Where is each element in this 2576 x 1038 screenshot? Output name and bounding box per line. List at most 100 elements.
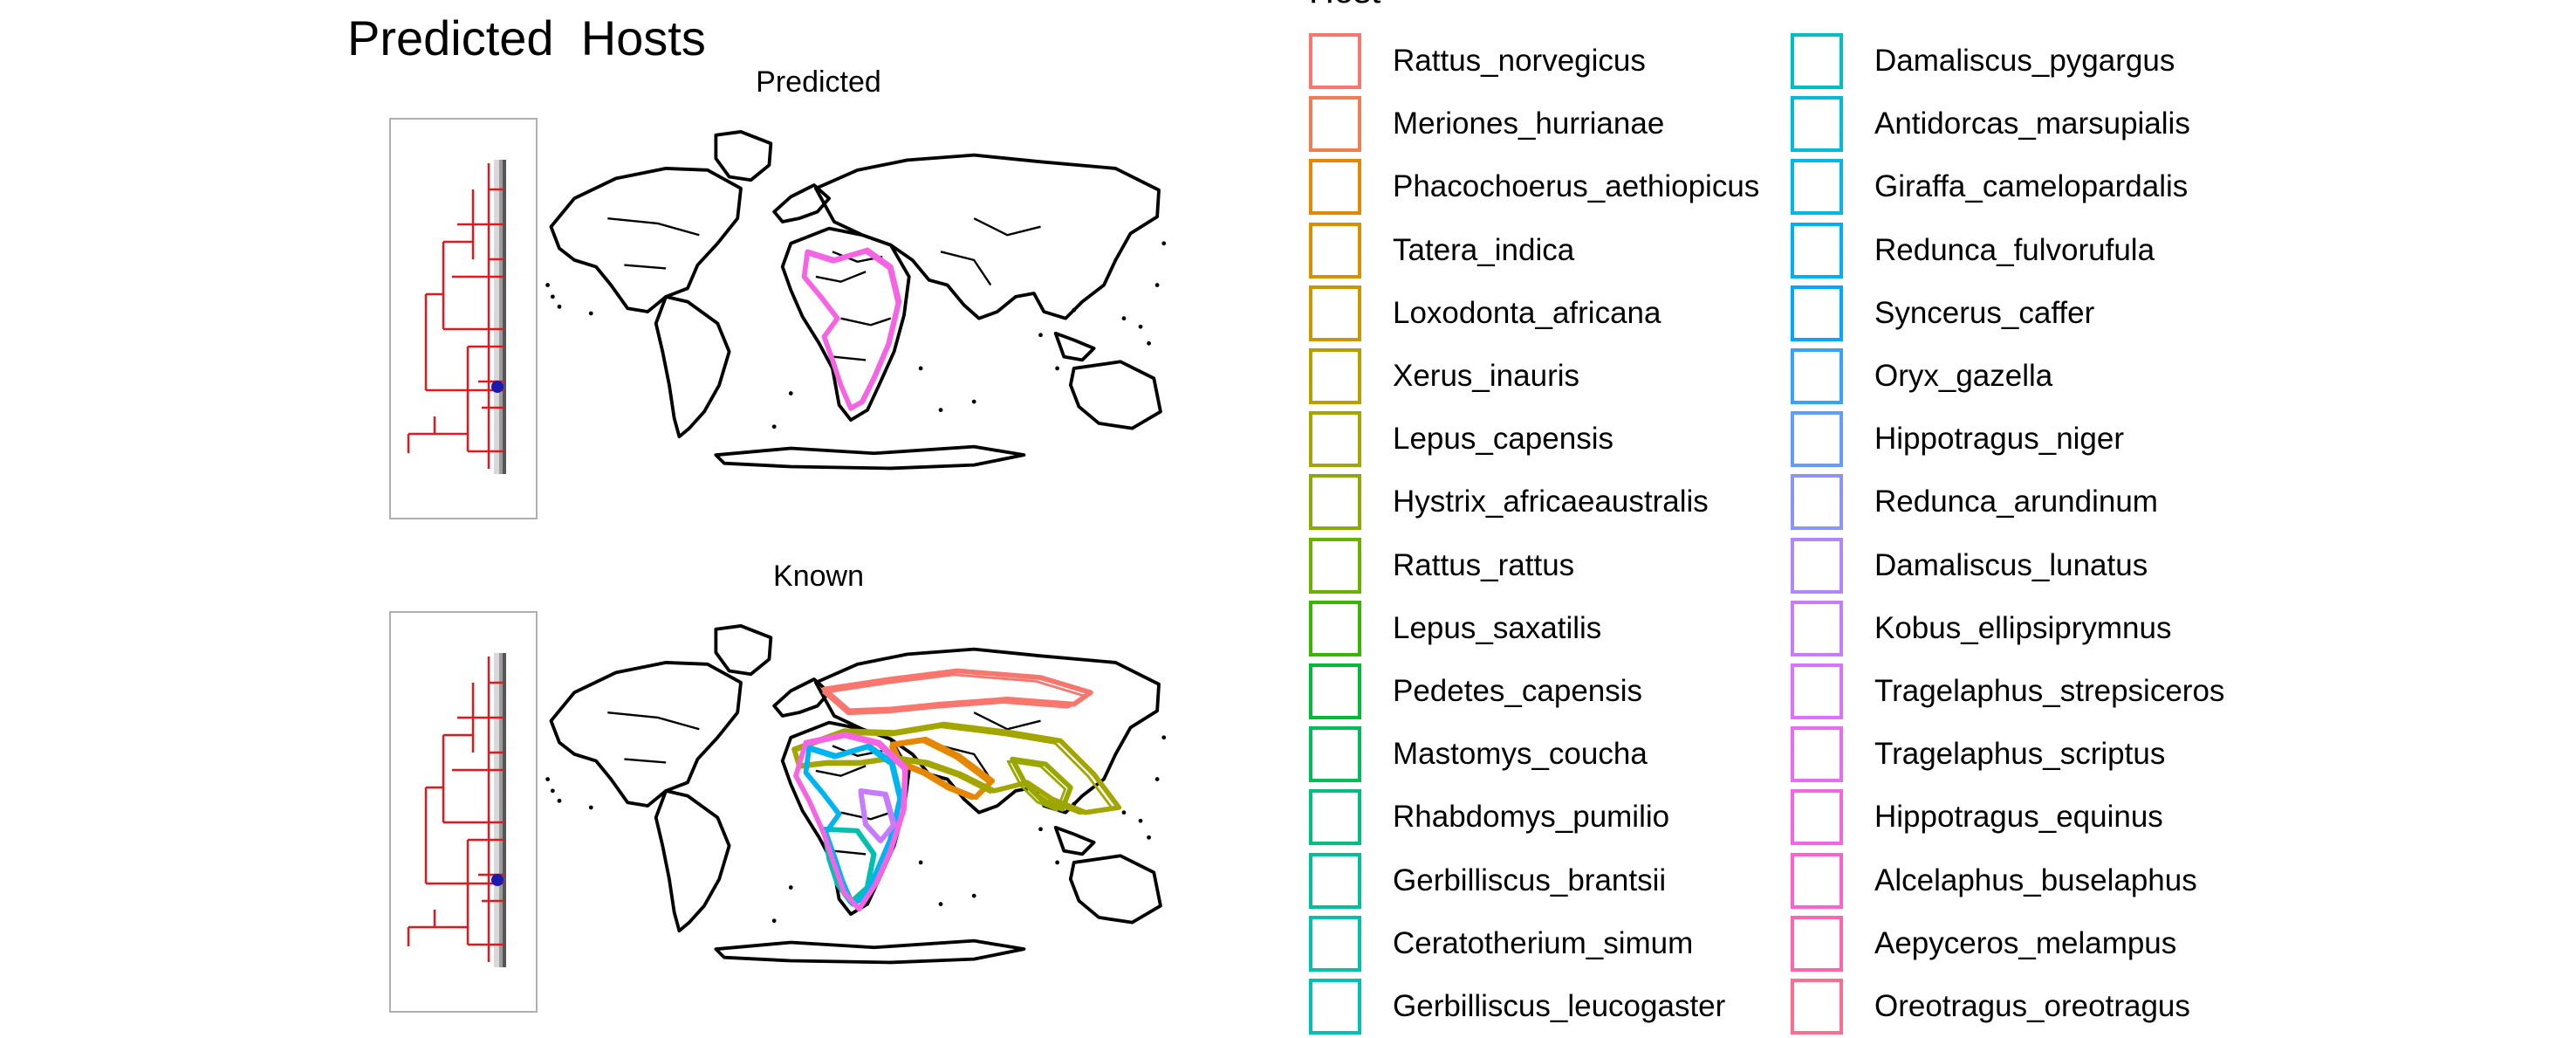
legend-label: Damaliscus_pygargus [1874, 44, 2175, 79]
legend-item: Oreotragus_oreotragus [1791, 975, 2224, 1038]
legend-key-swatch [1791, 285, 1843, 341]
legend-item: Lepus_capensis [1309, 408, 1759, 471]
legend-key-swatch [1791, 663, 1843, 719]
legend-item: Loxodonta_africana [1309, 282, 1759, 345]
legend-item: Tragelaphus_scriptus [1791, 723, 2224, 786]
legend-title: Host [1309, 0, 1380, 9]
known-map-svg [545, 624, 1167, 965]
legend-key-swatch [1309, 285, 1361, 341]
legend-item: Alcelaphus_buselaphus [1791, 849, 2224, 911]
legend-key-swatch [1791, 852, 1843, 909]
legend-key-swatch [1309, 159, 1361, 216]
legend-label: Aepyceros_melampus [1874, 925, 2177, 960]
legend-key-swatch [1309, 789, 1361, 846]
legend-key-swatch [1309, 915, 1361, 972]
legend-key-swatch [1309, 96, 1361, 153]
legend-key-swatch [1309, 222, 1361, 278]
phylogeny-tree [407, 160, 506, 474]
legend-column-1: Rattus_norvegicus Meriones_hurrianae Phaco… [1309, 30, 1759, 1038]
legend-item: Pedetes_capensis [1309, 660, 1759, 723]
legend-item: Ceratotherium_simum [1309, 912, 1759, 975]
range-outline-phacochoerus-aethiopicus [889, 736, 996, 801]
highlighted-tip-marker [491, 874, 504, 886]
legend-item: Syncerus_caffer [1791, 282, 2224, 345]
legend-item: Antidorcas_marsupialis [1791, 93, 2224, 155]
legend-label: Loxodonta_africana [1393, 295, 1661, 330]
legend-item: Tragelaphus_strepsiceros [1791, 660, 2224, 723]
highlighted-tip-marker [491, 381, 504, 393]
legend-label: Hippotragus_niger [1874, 422, 2125, 457]
legend-label: Rhabdomys_pumilio [1393, 800, 1670, 835]
phylogeny-strip [494, 160, 506, 474]
range-inner-syncerus-caffer [804, 746, 901, 905]
country-outlines [549, 624, 1162, 965]
legend-key-swatch [1791, 978, 1843, 1035]
legend-label: Antidorcas_marsupialis [1874, 107, 2190, 141]
legend-item: Oryx_gazella [1791, 345, 2224, 408]
legend-key-swatch [1309, 852, 1361, 909]
legend-key-swatch [1791, 159, 1843, 216]
legend-label: Meriones_hurrianae [1393, 107, 1665, 141]
range-inner-alcelaphus-buselaphus [794, 735, 905, 910]
legend-item: Redunca_fulvorufula [1791, 219, 2224, 282]
legend-key-swatch [1791, 222, 1843, 278]
known-panel-title: Known [773, 560, 864, 593]
legend-key-swatch [1309, 33, 1361, 90]
legend-label: Redunca_fulvorufula [1874, 232, 2155, 267]
legend-label: Lepus_capensis [1393, 422, 1613, 457]
legend-key-swatch [1791, 789, 1843, 846]
legend-item: Mastomys_coucha [1309, 723, 1759, 786]
legend-item: Lepus_saxatilis [1309, 597, 1759, 660]
legend-item: Gerbilliscus_leucogaster [1309, 975, 1759, 1038]
legend-item: Gerbilliscus_brantsii [1309, 849, 1759, 911]
legend-label: Syncerus_caffer [1874, 295, 2095, 330]
range-inner-gerbilliscus-leucogaster [822, 828, 874, 904]
legend-key-swatch [1791, 726, 1843, 783]
phylogeny-tree [407, 653, 506, 967]
legend-item: Damaliscus_pygargus [1791, 30, 2224, 93]
legend-key-swatch [1791, 600, 1843, 656]
legend-key-swatch [1309, 600, 1361, 656]
page-title: Predicted Hosts [347, 10, 706, 65]
legend-item: Damaliscus_lunatus [1791, 534, 2224, 597]
range-inner-rattus-norvegicus [822, 673, 1086, 716]
predicted-map-svg [545, 130, 1167, 471]
legend-label: Hystrix_africaeaustralis [1393, 485, 1709, 519]
legend-item: Redunca_arundinum [1791, 471, 2224, 533]
legend-key-swatch [1309, 474, 1361, 531]
legend-label: Rattus_rattus [1393, 547, 1575, 582]
legend-label: Mastomys_coucha [1393, 737, 1648, 772]
range-outline-syncerus-caffer [803, 743, 904, 907]
legend-item: Kobus_ellipsiprymnus [1791, 597, 2224, 660]
legend-label: Phacochoerus_aethiopicus [1393, 169, 1760, 204]
legend-label: Tatera_indica [1393, 232, 1575, 267]
legend-label: Kobus_ellipsiprymnus [1874, 610, 2172, 645]
legend-label: Alcelaphus_buselaphus [1874, 863, 2197, 897]
legend-label: Gerbilliscus_leucogaster [1393, 988, 1726, 1023]
legend-key-swatch [1309, 537, 1361, 594]
legend-label: Redunca_arundinum [1874, 485, 2158, 519]
legend-label: Giraffa_camelopardalis [1874, 169, 2189, 204]
legend-item: Rhabdomys_pumilio [1309, 786, 1759, 849]
legend-label: Ceratotherium_simum [1393, 925, 1694, 960]
legend-key-swatch [1309, 978, 1361, 1035]
range-inner-damaliscus-lunatus [858, 791, 894, 843]
legend-item: Tatera_indica [1309, 219, 1759, 282]
legend-key-swatch [1791, 33, 1843, 90]
legend-key-swatch [1791, 915, 1843, 972]
legend-key-swatch [1309, 348, 1361, 405]
legend-label: Oreotragus_oreotragus [1874, 988, 2190, 1023]
legend-label: Tragelaphus_strepsiceros [1874, 673, 2225, 708]
known-world-map [541, 608, 1174, 988]
legend-label: Lepus_saxatilis [1393, 610, 1602, 645]
country-outlines [549, 130, 1162, 471]
legend-label: Gerbilliscus_brantsii [1393, 863, 1667, 897]
legend-key-swatch [1309, 663, 1361, 719]
legend-label: Xerus_inauris [1393, 359, 1579, 394]
legend-item: Hystrix_africaeaustralis [1309, 471, 1759, 533]
legend-label: Rattus_norvegicus [1393, 44, 1646, 79]
legend-item: Xerus_inauris [1309, 345, 1759, 408]
phylogeny-branches [407, 163, 504, 469]
legend-column-2: Damaliscus_pygargus Antidorcas_marsupiali… [1791, 30, 2224, 1038]
legend-item: Hippotragus_equinus [1791, 786, 2224, 849]
